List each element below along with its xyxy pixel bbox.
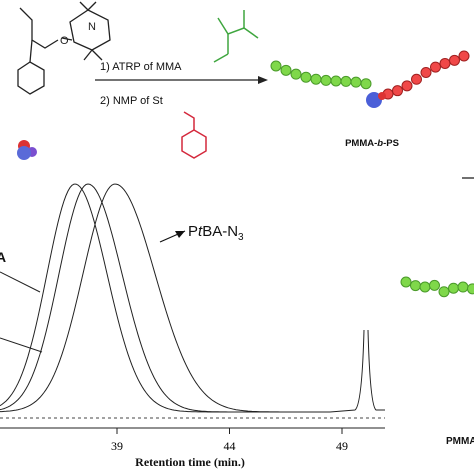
- bead: [438, 286, 450, 298]
- label-part: P: [188, 223, 198, 240]
- bead: [270, 60, 282, 72]
- core: [378, 92, 386, 100]
- bead: [320, 74, 332, 86]
- bead: [449, 54, 460, 66]
- pmma-chain: [400, 276, 474, 298]
- product-label: PMMA-b-PS: [345, 138, 399, 149]
- tick-label: 39: [111, 439, 123, 453]
- right-label: PMMA: [446, 436, 474, 447]
- bead: [290, 68, 302, 80]
- bead: [429, 279, 440, 291]
- product-part: b: [377, 138, 383, 149]
- bead: [467, 283, 474, 295]
- bead: [430, 61, 441, 73]
- copolymer-chain: [270, 50, 470, 108]
- bead: [330, 75, 342, 87]
- bead: [350, 76, 362, 88]
- bead: [439, 57, 451, 69]
- label-arrowhead: [175, 231, 185, 238]
- solvent-peak: [329, 329, 385, 413]
- bead: [392, 85, 403, 97]
- label-part: 3: [238, 232, 244, 243]
- label-part: t: [198, 223, 203, 240]
- tick-label: 44: [224, 439, 236, 453]
- product-part: -PS: [383, 138, 399, 149]
- bead: [280, 64, 292, 76]
- atom-n: N: [88, 21, 96, 33]
- gpc-traces: [0, 183, 385, 413]
- step1: 1) ATRP of MMA: [100, 61, 182, 73]
- bead: [420, 66, 432, 78]
- label-part: BA-N: [202, 223, 238, 240]
- product-part: PMMA-: [345, 138, 377, 149]
- tick-label: 49: [336, 439, 348, 453]
- trace: [0, 183, 330, 413]
- bead: [300, 71, 312, 83]
- bead: [400, 276, 412, 288]
- bead: [448, 282, 459, 294]
- pointer-line: [0, 271, 41, 293]
- trace: [0, 183, 330, 413]
- x-ticks: 39 44 49: [111, 428, 348, 453]
- curve-label: PtBA-N3: [188, 223, 244, 243]
- arrowhead: [258, 76, 268, 84]
- bead: [411, 73, 422, 85]
- bead: [340, 75, 352, 87]
- mma-structure: [213, 10, 259, 63]
- styrene-structure: [181, 111, 207, 159]
- bead: [410, 280, 421, 292]
- bead: [419, 281, 431, 293]
- atom-o: O: [60, 35, 69, 47]
- trace: [0, 183, 330, 413]
- step2: 2) NMP of St: [100, 95, 163, 107]
- initiator-structure: [17, 1, 111, 95]
- x-axis-label: Retention time (min.): [135, 455, 245, 469]
- bead: [401, 80, 413, 92]
- bead: [458, 50, 470, 62]
- pointer-line: [0, 337, 43, 353]
- left-label: A: [0, 249, 6, 265]
- nitroxide-icon: [17, 140, 37, 160]
- bead: [360, 78, 372, 90]
- bead: [457, 281, 469, 293]
- bead: [310, 73, 322, 85]
